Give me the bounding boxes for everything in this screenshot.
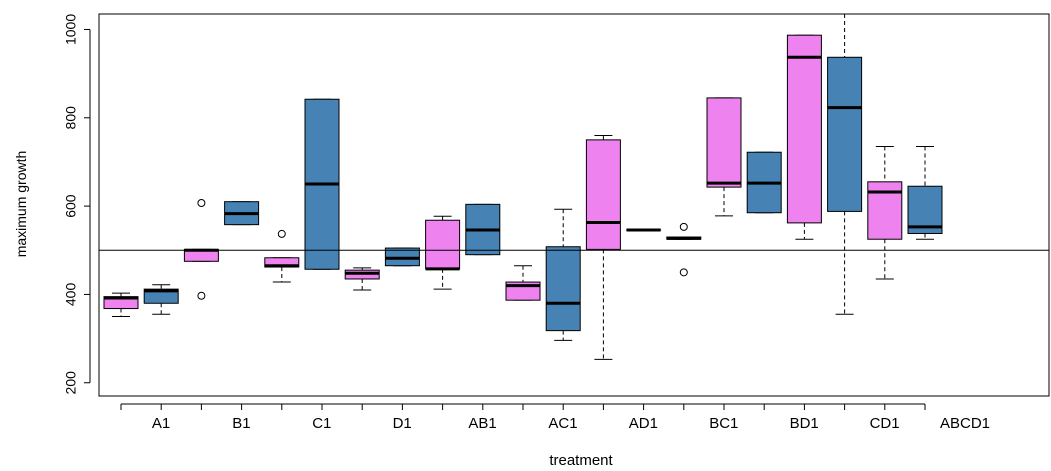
plot-frame xyxy=(98,13,1050,397)
box-body xyxy=(867,181,903,240)
box-body xyxy=(545,246,581,332)
x-tick-label: D1 xyxy=(393,415,412,432)
box-body xyxy=(425,219,461,270)
axes: 200 400 600 800 1000 A1 B1 C1 D1 AB1 AC1 AD1 BC1 BD1 C… xyxy=(63,13,1050,432)
x-tick-label: BC1 xyxy=(709,415,738,432)
box-AC1-pink xyxy=(505,265,541,301)
x-tick-label: A1 xyxy=(152,415,170,432)
box-body xyxy=(585,139,621,250)
box-ABCD1-pink xyxy=(867,145,903,280)
outlier-point xyxy=(277,229,286,238)
box-AD1-pink xyxy=(585,134,621,360)
box-CD1-blue xyxy=(827,13,863,315)
y-tick-label: 200 xyxy=(63,371,79,395)
outlier-point xyxy=(197,199,206,208)
box-C1-pink xyxy=(264,229,300,283)
box-B1-blue xyxy=(224,201,260,226)
box-D1-blue xyxy=(384,247,420,267)
box-body xyxy=(786,34,822,224)
outlier-point xyxy=(679,222,688,231)
box-AC1-blue xyxy=(545,208,581,341)
x-tick-label: ABCD1 xyxy=(940,415,990,432)
box-BC1-pink xyxy=(666,222,702,277)
x-tick-label: CD1 xyxy=(870,415,900,432)
box-B1-pink xyxy=(183,199,219,300)
box-BD1-blue xyxy=(746,151,782,214)
box-CD1-pink xyxy=(786,34,822,240)
x-tick-label: AC1 xyxy=(548,415,577,432)
y-tick-label: 600 xyxy=(63,194,79,218)
plot-area xyxy=(99,13,1049,360)
box-AB1-pink xyxy=(425,215,461,290)
outlier-point xyxy=(679,268,688,277)
box-body xyxy=(143,288,179,304)
y-tick-label: 400 xyxy=(63,283,79,307)
x-axis-label: treatment xyxy=(549,452,613,469)
box-A1-blue xyxy=(143,284,179,315)
outlier-point xyxy=(197,291,206,300)
box-BD1-pink xyxy=(706,97,742,217)
x-tick-label: AB1 xyxy=(468,415,496,432)
y-tick-label: 800 xyxy=(63,106,79,130)
box-ABCD1-blue xyxy=(907,145,943,240)
box-C1-blue xyxy=(304,98,340,270)
box-AB1-blue xyxy=(465,203,501,256)
box-body xyxy=(827,56,863,212)
box-D1-pink xyxy=(344,267,380,291)
x-tick-label: C1 xyxy=(312,415,331,432)
y-axis-label: maximum growth xyxy=(13,151,29,258)
box-A1-pink xyxy=(103,292,139,318)
box-body xyxy=(706,97,742,188)
y-tick-label: 1000 xyxy=(63,14,79,45)
x-tick-label: BD1 xyxy=(790,415,819,432)
x-tick-label: AD1 xyxy=(629,415,658,432)
x-tick-label: B1 xyxy=(232,415,250,432)
